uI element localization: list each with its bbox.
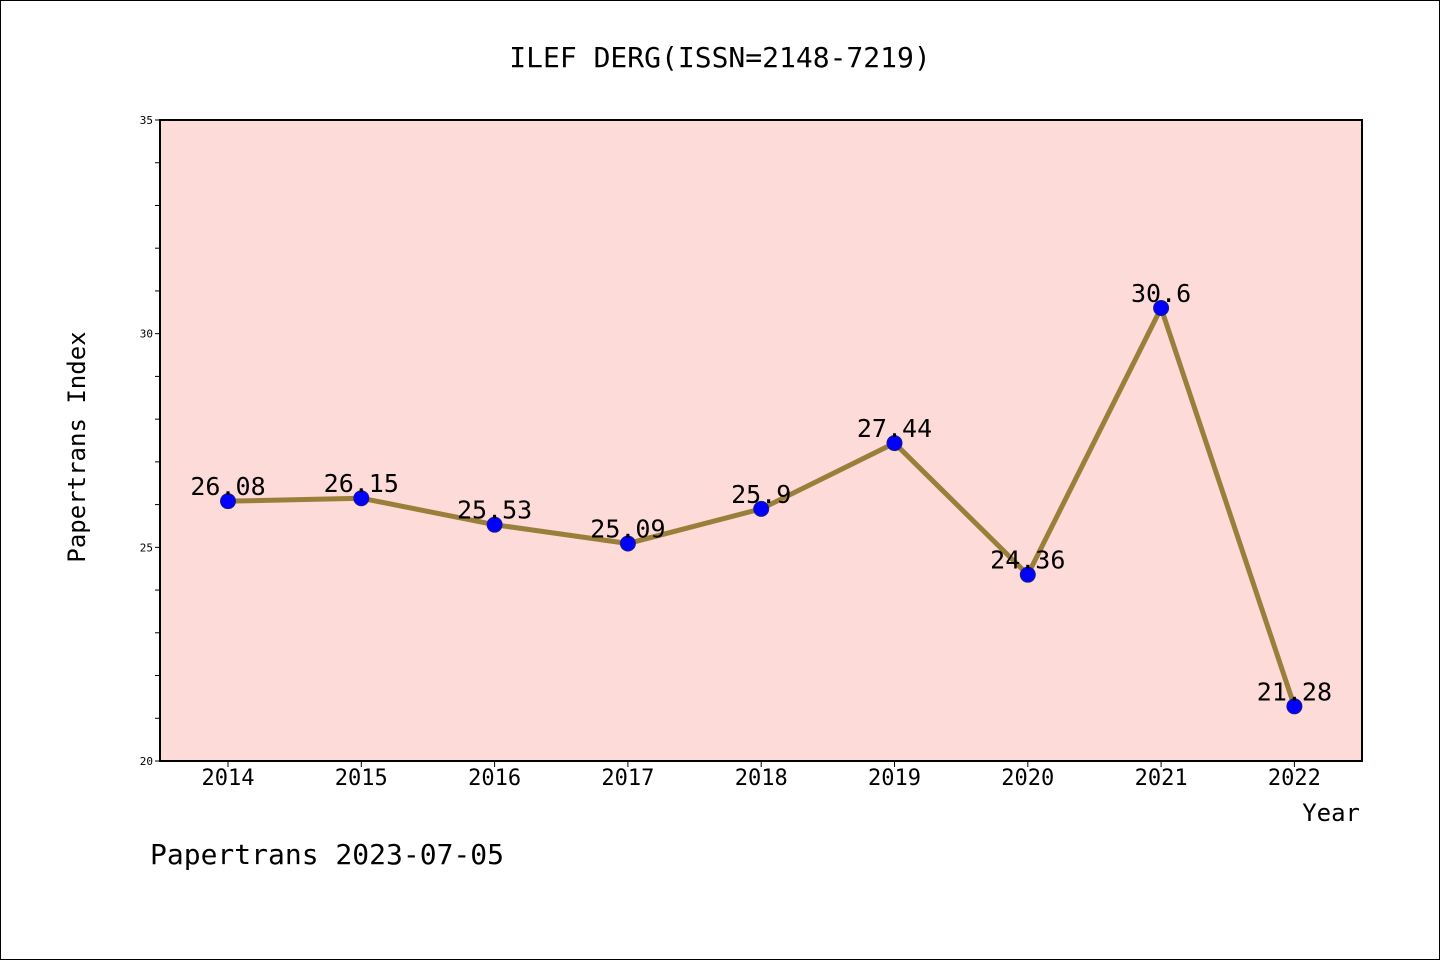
y-axis: 20 25 30 35	[140, 114, 160, 768]
data-label: 30.6	[1131, 279, 1191, 308]
data-point	[1286, 698, 1303, 715]
chart-title: ILEF DERG(ISSN=2148-7219)	[509, 41, 930, 74]
x-tick-label: 2015	[335, 766, 388, 791]
x-tick-label: 2016	[468, 766, 521, 791]
y-tick-label: 20	[140, 755, 153, 768]
data-label: 24.36	[990, 546, 1065, 575]
series-index: 26.08 26.15 25.53 25.09 25.9 27.44 24.36 30.6 21…	[190, 279, 1332, 715]
data-point	[220, 493, 236, 510]
x-tick-label: 2021	[1135, 766, 1188, 791]
plot-area	[159, 119, 1363, 762]
data-point	[886, 435, 903, 452]
data-label: 25.09	[590, 514, 665, 543]
x-tick-label: 2019	[868, 766, 921, 791]
y-tick-label: 25	[140, 541, 153, 554]
y-axis-label: Papertrans Index	[63, 331, 91, 562]
data-point	[486, 516, 503, 533]
x-axis-label: Year	[1302, 799, 1360, 827]
data-point	[1153, 300, 1170, 317]
data-label: 25.9	[731, 480, 791, 509]
x-tick-label: 2017	[601, 766, 654, 791]
data-label: 25.53	[457, 496, 532, 525]
x-axis: 2014 2015 2016 2017 2018 2019 2020 2021 2022	[202, 761, 1321, 791]
data-label: 26.15	[324, 469, 399, 498]
data-point	[1019, 566, 1036, 583]
y-tick-label: 30	[140, 328, 153, 341]
y-tick-label: 35	[140, 114, 153, 127]
data-label: 21.28	[1257, 677, 1332, 706]
x-tick-label: 2014	[202, 766, 255, 791]
x-tick-label: 2022	[1268, 766, 1321, 791]
x-tick-label: 2018	[735, 766, 788, 791]
data-point	[619, 535, 636, 552]
data-label: 26.08	[190, 472, 265, 501]
data-point	[753, 500, 770, 517]
x-tick-label: 2020	[1001, 766, 1054, 791]
data-point	[353, 490, 370, 507]
data-label: 27.44	[857, 414, 932, 443]
footer-date: Papertrans 2023-07-05	[150, 838, 504, 871]
